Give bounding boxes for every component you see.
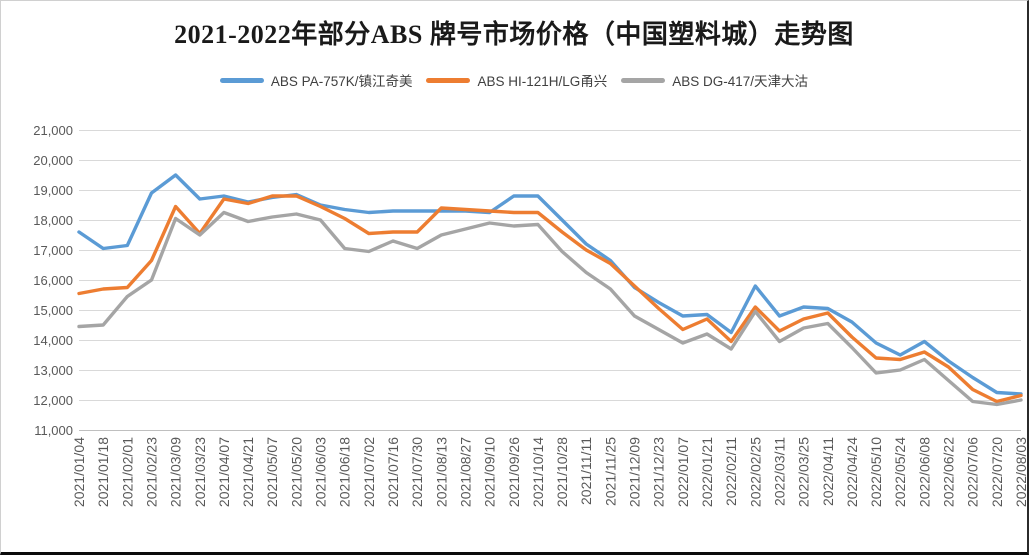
x-axis-tick-label: 2021/12/09 xyxy=(627,437,643,507)
x-axis-tick-label: 2022/01/07 xyxy=(675,437,691,507)
legend-item-abs-pa-757k: ABS PA-757K/镇江奇美 xyxy=(219,70,413,90)
x-axis-tick-label: 2021/07/16 xyxy=(385,437,401,507)
x-axis-tick-label: 2021/02/23 xyxy=(144,437,160,507)
legend-line-swatch-abs-hi-121h xyxy=(426,77,471,83)
x-axis-tick-label: 2022/05/10 xyxy=(868,437,884,507)
x-axis-tick-label: 2021/01/04 xyxy=(71,437,87,507)
legend-label: ABS PA-757K/镇江奇美 xyxy=(270,74,413,89)
x-axis-tick-label: 2021/04/07 xyxy=(216,437,232,507)
x-axis-tick-label: 2022/03/11 xyxy=(772,437,788,506)
x-axis-tick-label: 2022/08/03 xyxy=(1013,437,1029,507)
x-axis-tick-label: 2021/09/26 xyxy=(506,437,522,507)
x-axis-tick-label: 2022/07/06 xyxy=(965,437,981,507)
x-axis-tick-label: 2021/03/23 xyxy=(192,437,208,507)
x-axis-tick-label: 2021/03/09 xyxy=(168,437,184,507)
x-axis-tick-label: 2021/08/13 xyxy=(433,437,449,507)
x-axis-tick-label: 2021/08/27 xyxy=(458,437,474,507)
x-axis-tick-label: 2022/05/24 xyxy=(892,437,908,507)
y-axis-tick-label: 13,000 xyxy=(33,363,73,378)
series-line-abs-dg-417 xyxy=(77,210,1023,407)
x-axis-tick-label: 2021/11/25 xyxy=(602,437,618,506)
x-axis-tick-label: 2021/06/03 xyxy=(313,437,329,507)
x-axis-tick-label: 2021/12/23 xyxy=(651,437,667,507)
legend-label: ABS HI-121H/LG甬兴 xyxy=(477,74,608,89)
x-axis-tick-label: 2021/05/07 xyxy=(264,437,280,507)
x-axis-tick-label: 2022/04/24 xyxy=(844,437,860,507)
y-axis-tick-label: 19,000 xyxy=(33,183,73,198)
legend-line-swatch-abs-pa-757k xyxy=(219,77,264,83)
x-axis-tick-label: 2022/06/08 xyxy=(916,437,932,507)
x-axis-tick-label: 2021/09/10 xyxy=(482,437,498,507)
y-axis-tick-label: 14,000 xyxy=(33,333,73,348)
x-axis-tick-label: 2021/07/30 xyxy=(409,437,425,507)
y-axis-tick-label: 12,000 xyxy=(33,393,73,408)
x-axis-tick-label: 2021/01/18 xyxy=(95,437,111,507)
chart-title: 2021-2022年部分ABS 牌号市场价格（中国塑料城）走势图 xyxy=(174,20,854,49)
y-axis-tick-label: 21,000 xyxy=(33,123,73,138)
x-axis-tick-label: 2022/01/21 xyxy=(699,437,715,507)
legend-item-abs-hi-121h: ABS HI-121H/LG甬兴 xyxy=(426,70,607,90)
x-axis-tick-label: 2021/11/11 xyxy=(578,437,594,505)
y-axis: 11,000 12,000 13,000 14,000 15,000 16,000 17,0… xyxy=(33,123,73,438)
x-axis-tick-label: 2021/10/28 xyxy=(554,437,570,507)
x-axis-tick-label: 2021/04/21 xyxy=(240,437,256,507)
x-axis-tick-label: 2021/02/01 xyxy=(119,437,135,507)
x-axis-tick-label: 2021/10/14 xyxy=(530,437,546,507)
y-axis-tick-label: 17,000 xyxy=(33,243,73,258)
legend-item-abs-dg-417: ABS DG-417/天津大沽 xyxy=(621,70,808,90)
x-axis-tick-label: 2022/02/11 xyxy=(723,437,739,506)
legend-line-swatch-abs-dg-417 xyxy=(621,77,666,83)
y-axis-tick-label: 11,000 xyxy=(34,423,73,438)
x-axis-tick-label: 2021/05/20 xyxy=(288,437,304,507)
x-axis-tick-label: 2022/07/20 xyxy=(989,437,1005,507)
legend-label: ABS DG-417/天津大沽 xyxy=(672,74,809,89)
series-line-abs-hi-121h xyxy=(77,194,1023,404)
x-axis-tick-label: 2022/02/25 xyxy=(747,437,763,507)
y-axis-tick-label: 20,000 xyxy=(33,153,73,168)
x-axis-tick-label: 2021/07/02 xyxy=(361,437,377,507)
chart-legend: ABS PA-757K/镇江奇美 ABS HI-121H/LG甬兴 ABS DG-4… xyxy=(1,70,1027,90)
x-axis-tick-label: 2022/04/11 xyxy=(820,437,836,506)
gridlines xyxy=(79,130,1021,431)
series-lines xyxy=(77,173,1023,407)
x-axis-tick-label: 2022/03/25 xyxy=(796,437,812,507)
series-line-abs-pa-757k xyxy=(77,173,1023,396)
x-axis-tick-label: 2021/06/18 xyxy=(337,437,353,507)
y-axis-tick-label: 18,000 xyxy=(33,213,73,228)
x-axis-tick-label: 2022/06/22 xyxy=(941,437,957,507)
y-axis-tick-label: 16,000 xyxy=(33,273,73,288)
y-axis-tick-label: 15,000 xyxy=(33,303,73,318)
x-axis: 2021/01/04 2021/01/18 2021/02/01 2021/02/23… xyxy=(71,437,1029,507)
